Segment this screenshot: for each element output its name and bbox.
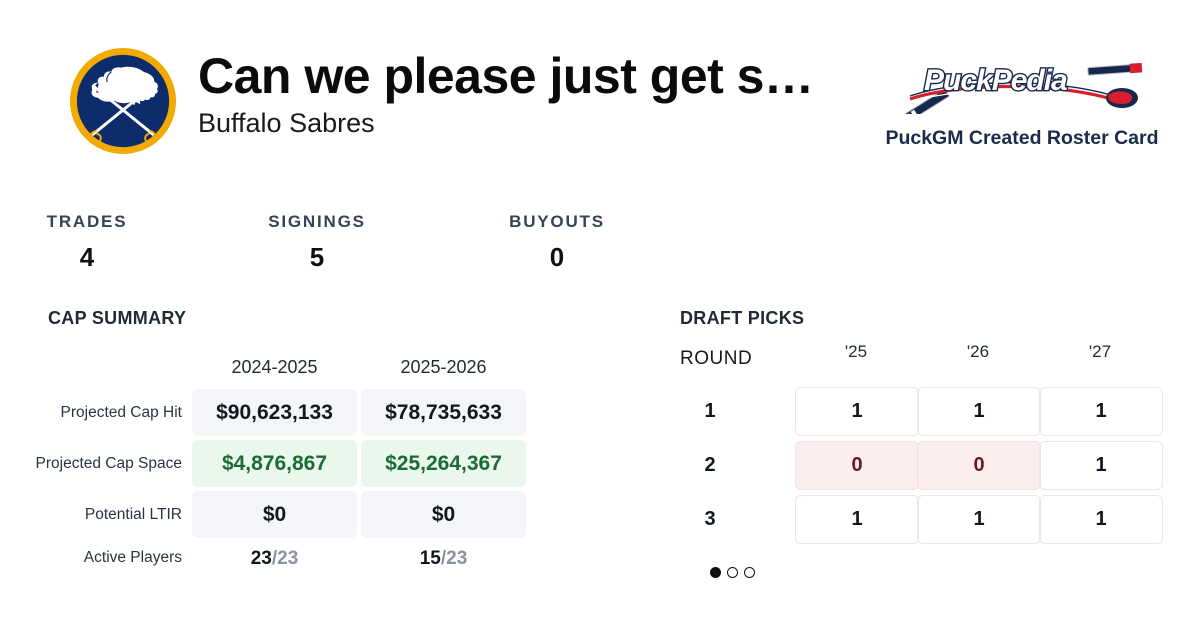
svg-text:PuckPedia: PuckPedia [924, 64, 1067, 97]
